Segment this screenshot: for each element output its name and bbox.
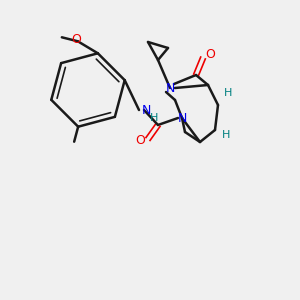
Text: H: H: [224, 88, 232, 98]
Text: H: H: [150, 113, 158, 123]
Text: O: O: [205, 47, 215, 61]
Text: N: N: [141, 103, 151, 116]
Text: N: N: [177, 112, 187, 124]
Text: O: O: [71, 33, 81, 46]
Text: O: O: [135, 134, 145, 148]
Text: N: N: [165, 82, 175, 94]
Text: H: H: [222, 130, 230, 140]
